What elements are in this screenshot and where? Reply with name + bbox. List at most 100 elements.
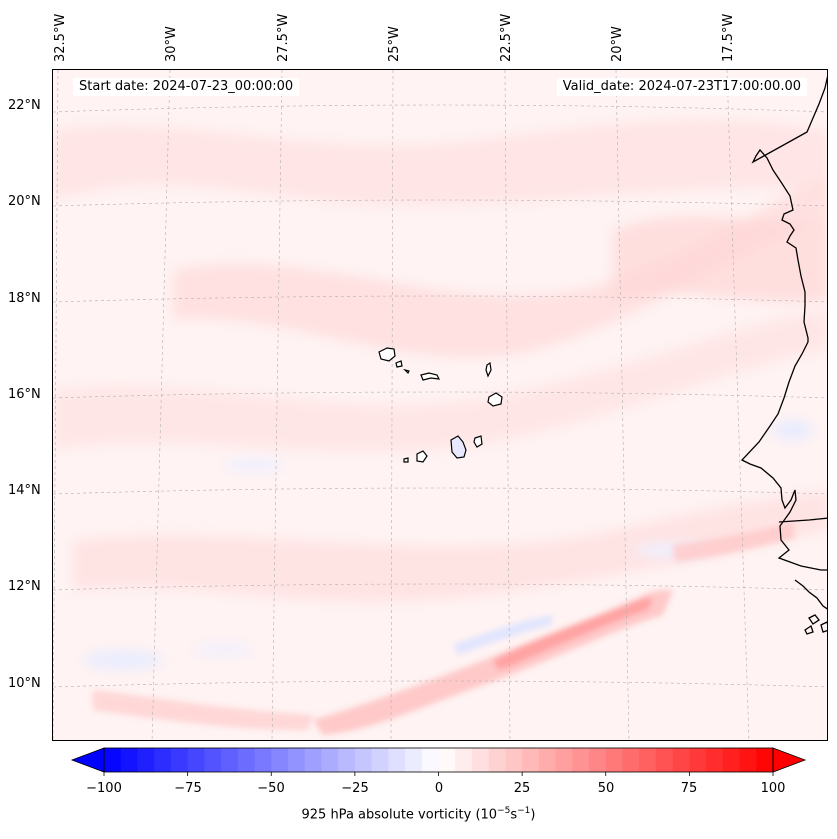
colorbar-cell xyxy=(154,748,172,772)
lat-label-22n: 22°N xyxy=(8,98,41,113)
lon-label-22-5w: 22.5°W xyxy=(499,13,514,62)
colorbar-cells xyxy=(104,748,774,772)
vorticity-streak xyxy=(93,522,795,735)
vorticity-field xyxy=(53,70,827,740)
colorbar-title: 925 hPa absolute vorticity (10−5s−1) xyxy=(301,806,536,823)
bijagos-island-3 xyxy=(804,624,814,635)
streak-blue xyxy=(453,615,553,655)
colorbar-cell xyxy=(405,748,423,772)
colorbar-tick-label: −50 xyxy=(257,781,285,796)
colorbar-cell xyxy=(254,748,272,772)
valid-date-label: Valid_date: 2024-07-23T17:00:00.00 xyxy=(556,78,807,96)
island-santiago xyxy=(450,435,467,459)
streak-core xyxy=(493,597,653,670)
colorbar-cell xyxy=(137,748,155,772)
colorbar-cell xyxy=(287,748,306,772)
colorbar-cell xyxy=(639,748,657,772)
colorbar-cell xyxy=(221,748,239,772)
colorbar-ticks xyxy=(103,772,774,776)
colorbar-cell xyxy=(689,748,707,772)
gridline-lon-27-5w xyxy=(271,70,283,740)
colorbar-tick-label: 0 xyxy=(434,781,444,796)
gridline-lon-17-5w xyxy=(726,70,750,740)
colorbar-cell xyxy=(538,748,557,772)
colorbar-cell xyxy=(237,748,256,772)
colorbar xyxy=(70,747,807,776)
colorbar-arrow-min xyxy=(70,747,105,773)
pos-band-mid xyxy=(53,310,827,453)
streak-east-coast xyxy=(673,522,795,562)
colorbar-tick-label: −75 xyxy=(174,781,202,796)
lat-label-14n: 14°N xyxy=(8,483,41,498)
gridline-lat-12n xyxy=(53,583,827,591)
colorbar-cell xyxy=(120,748,138,772)
map-panel[interactable] xyxy=(52,69,828,741)
island-sao-vicente xyxy=(395,360,403,368)
colorbar-tick-label: 75 xyxy=(680,781,698,796)
colorbar-cell xyxy=(271,748,289,772)
colorbar-cell xyxy=(104,748,122,772)
lat-label-20n: 20°N xyxy=(8,194,41,209)
colorbar-cell xyxy=(555,748,573,772)
colorbar-cell xyxy=(170,748,189,772)
neg-patch-2 xyxy=(223,458,283,472)
start-date-label: Start date: 2024-07-23_00:00:00 xyxy=(73,78,300,96)
gridline-lat-16n xyxy=(53,391,827,399)
colorbar-cell xyxy=(354,748,373,772)
colorbar-cell xyxy=(455,748,473,772)
lat-label-10n: 10°N xyxy=(8,676,41,691)
positive-vorticity-regions xyxy=(53,119,827,603)
lon-label-30w: 30°W xyxy=(164,26,179,62)
streak-west xyxy=(93,690,313,730)
colorbar-arrow-max xyxy=(772,747,807,773)
lon-label-32-5w: 32.5°W xyxy=(53,13,68,62)
island-sao-nicolau xyxy=(420,372,441,381)
graticule xyxy=(53,70,827,740)
neg-patch-3 xyxy=(773,420,813,440)
colorbar-cell xyxy=(605,748,623,772)
african-coastline xyxy=(740,76,827,635)
gridline-lon-30w xyxy=(151,70,171,740)
colorbar-cell xyxy=(505,748,523,772)
gridline-lat-18n xyxy=(53,295,827,303)
colorbar-cell xyxy=(321,748,339,772)
gridline-lat-22n xyxy=(53,104,827,113)
colorbar-cell xyxy=(722,748,741,772)
pos-patch-east xyxy=(613,216,827,303)
lat-label-18n: 18°N xyxy=(8,291,41,306)
colorbar-cell xyxy=(304,748,322,772)
lon-label-27-5w: 27.5°W xyxy=(276,13,291,62)
island-brava xyxy=(403,457,409,463)
coast-gambia xyxy=(778,517,827,523)
neg-patch-5 xyxy=(193,644,253,656)
lon-label-17-5w: 17.5°W xyxy=(721,13,736,62)
gridline-lat-20n xyxy=(53,199,827,207)
colorbar-cell xyxy=(589,748,607,772)
colorbar-cell xyxy=(706,748,724,772)
gridline-lat-10n xyxy=(53,680,827,688)
bijagos-island-2 xyxy=(820,621,827,633)
colorbar-tick-label: 50 xyxy=(597,781,615,796)
pos-band-north xyxy=(53,119,827,206)
colorbar-cell xyxy=(522,748,540,772)
colorbar-cell xyxy=(672,748,690,772)
lat-label-16n: 16°N xyxy=(8,387,41,402)
colorbar-cell xyxy=(438,748,456,772)
colorbar-cell xyxy=(572,748,590,772)
colorbar-cell xyxy=(655,748,674,772)
colorbar-cell xyxy=(756,748,774,772)
coast-mauritania xyxy=(751,76,827,342)
lon-label-20w: 20°W xyxy=(610,26,625,62)
colorbar-tick-label: −100 xyxy=(86,781,122,796)
colorbar-tick-label: 25 xyxy=(513,781,531,796)
gridline-lon-20w xyxy=(615,70,630,740)
coast-senegal xyxy=(740,341,827,571)
pos-band-itcz xyxy=(73,490,827,603)
cape-verde-islands xyxy=(378,347,503,463)
colorbar-cell xyxy=(739,748,757,772)
colorbar-cell xyxy=(371,748,389,772)
colorbar-cell xyxy=(187,748,205,772)
gridline-lat-14n xyxy=(53,487,827,495)
colorbar-cell xyxy=(338,748,356,772)
coast-guinea-bissau xyxy=(794,579,827,610)
